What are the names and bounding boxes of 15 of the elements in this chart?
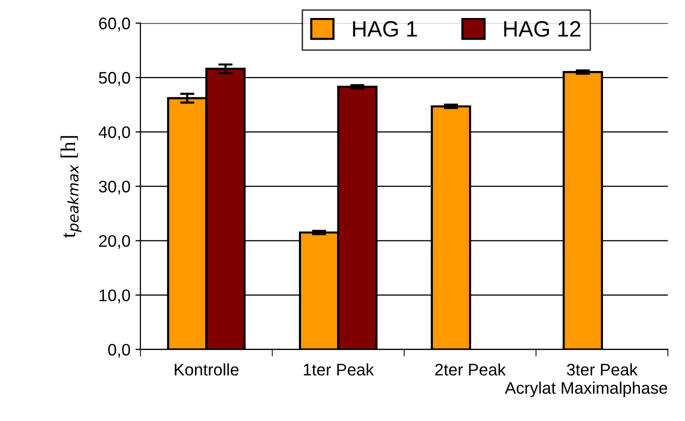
y-tick-label: 10,0 xyxy=(100,289,130,304)
y-tick-label: 0,0 xyxy=(108,344,130,358)
y-axis-title: t$_{peakmax}$ [h] xyxy=(60,136,82,238)
y-tick-label: 30,0 xyxy=(98,180,130,194)
y-tick-label: 50,0 xyxy=(98,72,130,86)
x-axis-title: Acrylat Maximalphase xyxy=(504,382,668,398)
legend-label: HAG 1 xyxy=(353,21,417,37)
x-tick-label: Kontrolle xyxy=(174,363,239,376)
y-tick-label: 60,0 xyxy=(99,18,130,32)
y-tick-label: 40,0 xyxy=(98,126,130,140)
x-tick-label: 2ter Peak xyxy=(435,363,506,376)
x-tick-label: 1ter Peak xyxy=(304,363,374,376)
legend-label: HAG 12 xyxy=(504,21,580,37)
x-tick-label: 3ter Peak xyxy=(566,363,638,376)
y-tick-label: 20,0 xyxy=(99,235,130,249)
